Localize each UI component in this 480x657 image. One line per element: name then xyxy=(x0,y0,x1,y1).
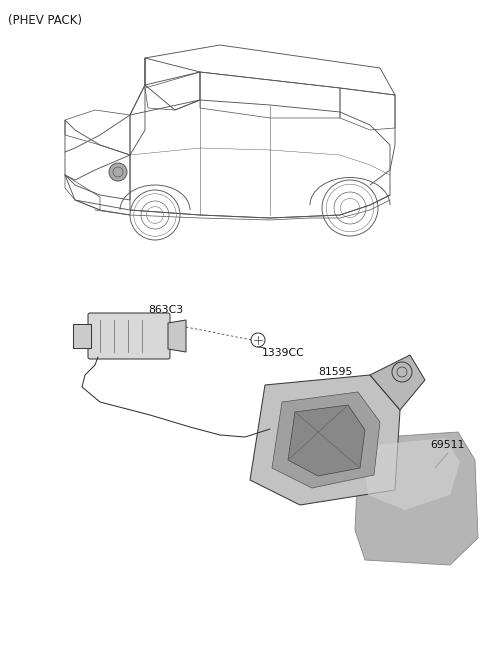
Text: 863C3: 863C3 xyxy=(148,305,183,315)
Polygon shape xyxy=(355,432,478,565)
FancyBboxPatch shape xyxy=(73,324,91,348)
FancyBboxPatch shape xyxy=(88,313,170,359)
Polygon shape xyxy=(250,375,400,505)
Polygon shape xyxy=(168,320,186,352)
Circle shape xyxy=(109,163,127,181)
Text: 1339CC: 1339CC xyxy=(262,348,305,358)
Polygon shape xyxy=(365,438,460,510)
Text: (PHEV PACK): (PHEV PACK) xyxy=(8,14,82,27)
Polygon shape xyxy=(288,405,365,476)
Text: 81595: 81595 xyxy=(318,367,352,377)
Polygon shape xyxy=(272,392,380,488)
Polygon shape xyxy=(370,355,425,410)
Text: 69511: 69511 xyxy=(430,440,464,450)
